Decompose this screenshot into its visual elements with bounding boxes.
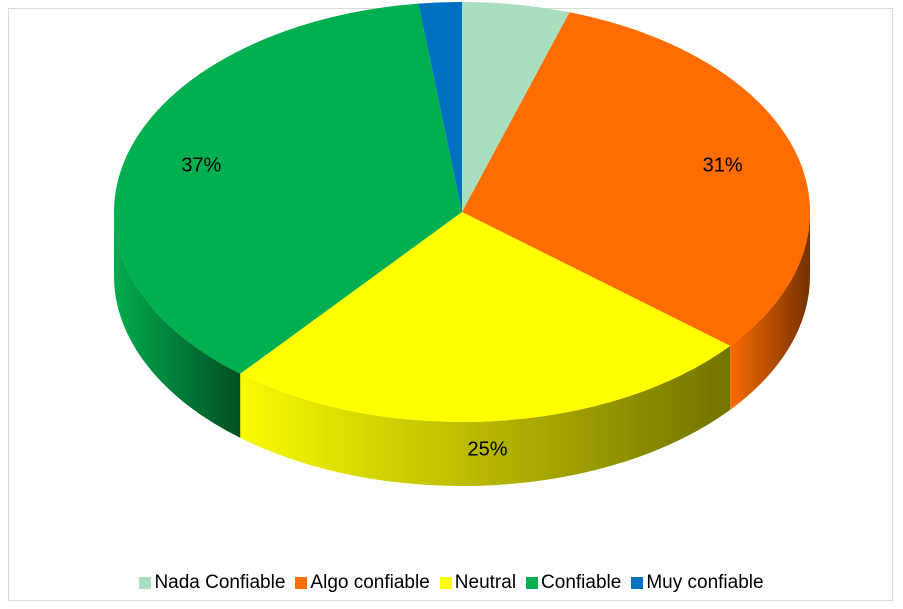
pie-slice-nada-confiable <box>462 2 570 212</box>
data-label: 25% <box>468 438 508 460</box>
legend-swatch <box>526 577 539 589</box>
pie-slice-muy-confiable <box>418 1 462 212</box>
pie-side-shade-1 <box>730 212 810 410</box>
pie-slice-algo-confiable <box>462 12 810 346</box>
pie-side-shade-3 <box>114 212 241 438</box>
legend-label: Nada Confiable <box>154 572 286 593</box>
pie-side-shade-2 <box>240 345 731 486</box>
legend-label: Confiable <box>541 572 622 593</box>
legend-swatch <box>439 577 452 589</box>
data-label: 37% <box>181 155 221 177</box>
legend-item: Muy confiable <box>631 572 764 594</box>
legend-item: Algo confiable <box>295 572 430 594</box>
legend-label: Algo confiable <box>310 572 430 593</box>
legend-item: Neutral <box>439 572 517 594</box>
legend-label: Muy confiable <box>646 572 764 593</box>
pie-slice-confiable <box>114 3 462 374</box>
data-label: 31% <box>703 155 743 177</box>
legend-item: Nada Confiable <box>139 572 285 594</box>
legend-swatch <box>631 577 644 589</box>
legend-swatch <box>295 577 308 589</box>
legend-swatch <box>139 577 152 589</box>
legend-item: Confiable <box>526 572 621 594</box>
legend-label: Neutral <box>454 572 517 593</box>
pie-slice-neutral <box>240 212 731 422</box>
